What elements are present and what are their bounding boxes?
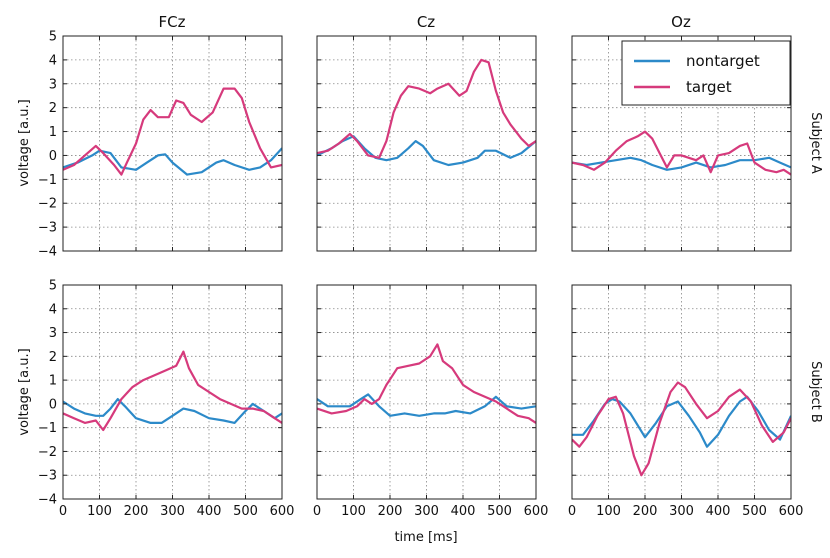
series-line-nontarget: [572, 156, 791, 171]
y-axis-label-top: voltage [a.u.]: [17, 99, 32, 186]
tick-label-x: 0: [59, 504, 67, 519]
tick-label-x: 300: [669, 504, 694, 519]
tick-label-x: 500: [487, 504, 512, 519]
tick-label-x: 100: [341, 504, 366, 519]
tick-label-y: −3: [38, 221, 57, 236]
tick-label-x: 300: [160, 504, 185, 519]
tick-label-y: 3: [49, 77, 57, 92]
row-label-subject-b: Subject B: [808, 361, 823, 423]
panel-0: −4 −3 −2 −1 0 1 2 3 4 5: [38, 30, 283, 260]
tick-label-x: 600: [524, 504, 549, 519]
tick-label-x: 100: [596, 504, 621, 519]
tick-label-y: 0: [49, 397, 57, 412]
tick-label-x: 0: [313, 504, 321, 519]
tick-label-x: 100: [87, 504, 112, 519]
tick-label-x: 300: [414, 504, 439, 519]
tick-label-y: 5: [49, 30, 57, 45]
row-label-subject-a: Subject A: [808, 112, 823, 174]
panel-title-oz: Oz: [671, 13, 691, 31]
tick-label-y: −4: [38, 493, 57, 508]
tick-label-x: 200: [124, 504, 149, 519]
tick-label-y: −2: [38, 197, 57, 212]
tick-label-x: 600: [270, 504, 295, 519]
tick-label-y: −1: [38, 421, 57, 436]
y-axis-label-bottom: voltage [a.u.]: [17, 348, 32, 435]
series-line-target: [63, 87, 282, 176]
tick-label-x: 0: [568, 504, 576, 519]
tick-label-x: 200: [378, 504, 403, 519]
tick-label-y: 2: [49, 350, 57, 365]
tick-label-y: 1: [49, 125, 57, 140]
tick-label-y: −1: [38, 173, 57, 188]
series-line-nontarget: [63, 398, 282, 424]
legend-box: [621, 40, 791, 106]
tick-label-y: 3: [49, 326, 57, 341]
tick-label-y: −2: [38, 445, 57, 460]
tick-label-x: 400: [197, 504, 222, 519]
panel-3: −4 −3 −2 −1 0 1 2 3 4 5 0 100 200 300 400 500 600: [38, 279, 295, 520]
tick-label-y: 0: [49, 149, 57, 164]
tick-label-y: −3: [38, 469, 57, 484]
tick-label-x: 500: [233, 504, 258, 519]
tick-label-x: 200: [633, 504, 658, 519]
panels-group: −4 −3 −2 −1 0 1 2 3 4 5 −4 −3 −2 −1 0 1 2 3 4 5 0 100 200 300 40…: [38, 30, 804, 520]
panel-4: 0 100 200 300 400 500 600: [313, 284, 549, 519]
panel-title-cz: Cz: [417, 13, 435, 31]
series-line-target: [572, 130, 791, 176]
legend: nontarget target: [621, 40, 791, 106]
tick-label-x: 600: [779, 504, 804, 519]
series-line-target: [317, 58, 536, 159]
series-line-nontarget: [317, 393, 536, 417]
series-line-target: [317, 343, 536, 424]
tick-label-y: 2: [49, 101, 57, 116]
tick-label-y: 5: [49, 279, 57, 294]
tick-label-y: 1: [49, 374, 57, 389]
tick-label-x: 400: [451, 504, 476, 519]
x-axis-label: time [ms]: [394, 530, 457, 545]
tick-label-x: 500: [742, 504, 767, 519]
series-line-target: [572, 381, 791, 477]
panel-title-fcz: FCz: [159, 13, 186, 31]
panel-5: 0 100 200 300 400 500 600: [568, 284, 804, 519]
tick-label-x: 400: [706, 504, 731, 519]
tick-label-y: −4: [38, 245, 57, 260]
panel-1: [316, 35, 537, 252]
series-line-target: [63, 350, 282, 432]
legend-label-target: target: [686, 78, 732, 96]
tick-label-y: 4: [49, 302, 57, 317]
legend-label-nontarget: nontarget: [686, 52, 760, 70]
tick-label-y: 4: [49, 53, 57, 68]
